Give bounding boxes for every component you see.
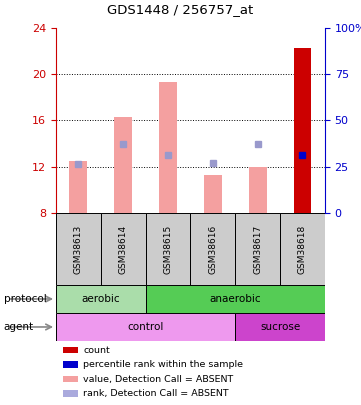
- Bar: [101, 213, 145, 285]
- Text: GSM38616: GSM38616: [208, 224, 217, 274]
- Text: percentile rank within the sample: percentile rank within the sample: [83, 360, 243, 369]
- Text: anaerobic: anaerobic: [209, 294, 261, 304]
- Text: aerobic: aerobic: [82, 294, 120, 304]
- Bar: [235, 213, 280, 285]
- Bar: [56, 285, 145, 313]
- Bar: [56, 213, 101, 285]
- Text: GDS1448 / 256757_at: GDS1448 / 256757_at: [107, 4, 254, 17]
- Bar: [191, 213, 235, 285]
- Bar: [159, 82, 177, 213]
- Text: sucrose: sucrose: [260, 322, 300, 332]
- Text: protocol: protocol: [4, 294, 46, 304]
- Bar: [56, 313, 235, 341]
- Bar: [235, 313, 325, 341]
- Text: GSM38618: GSM38618: [298, 224, 307, 274]
- Text: agent: agent: [4, 322, 34, 332]
- Bar: [280, 213, 325, 285]
- Text: GSM38614: GSM38614: [119, 224, 128, 273]
- Text: GSM38613: GSM38613: [74, 224, 83, 274]
- Text: control: control: [127, 322, 164, 332]
- Text: GSM38615: GSM38615: [164, 224, 173, 274]
- Text: value, Detection Call = ABSENT: value, Detection Call = ABSENT: [83, 375, 233, 384]
- Bar: [249, 167, 267, 213]
- Text: rank, Detection Call = ABSENT: rank, Detection Call = ABSENT: [83, 389, 229, 398]
- Bar: [114, 117, 132, 213]
- Text: count: count: [83, 346, 110, 355]
- Bar: [293, 48, 312, 213]
- Text: GSM38617: GSM38617: [253, 224, 262, 274]
- Bar: [69, 161, 87, 213]
- Bar: [204, 175, 222, 213]
- Bar: [145, 213, 191, 285]
- Bar: [145, 285, 325, 313]
